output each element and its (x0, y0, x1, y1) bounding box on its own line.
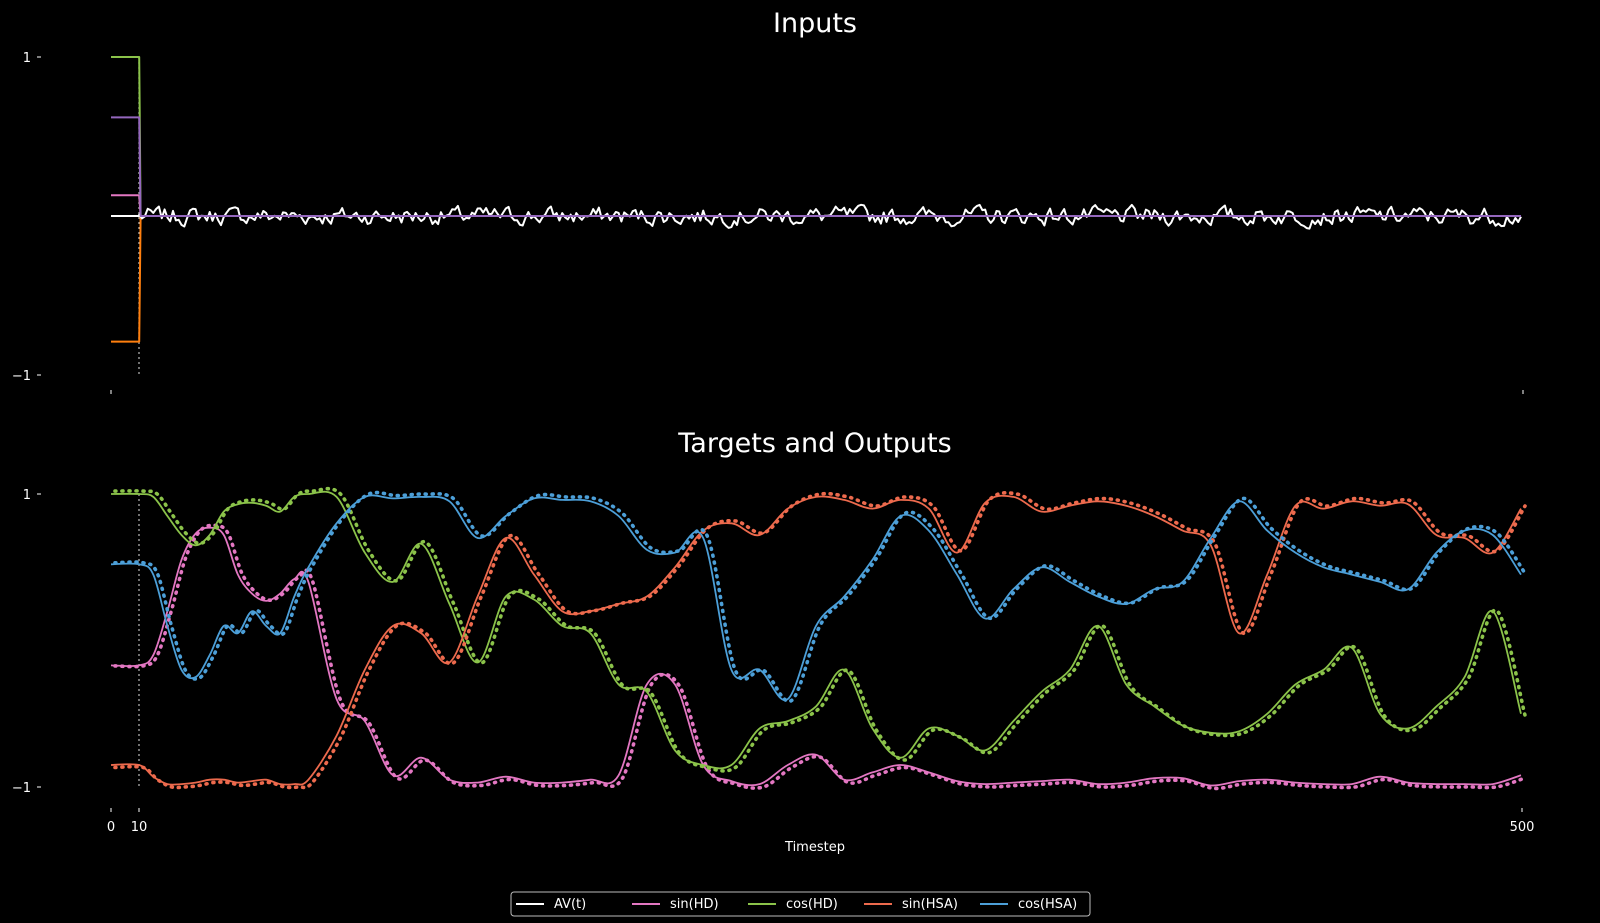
targets-xtick-label-10: 10 (131, 820, 148, 835)
legend-item: cos(HD) (748, 897, 838, 912)
legend-label: sin(HSA) (902, 897, 958, 912)
targets-xtick-label-500: 500 (1510, 820, 1535, 835)
inputs-panel: Inputs 1 −1 (12, 8, 1524, 394)
targets-title: Targets and Outputs (677, 428, 951, 459)
legend-item: cos(HSA) (980, 897, 1077, 912)
inputs-line-cos_hsa (111, 116, 1521, 217)
legend-label: AV(t) (554, 897, 586, 912)
inputs-ytick-label-1: 1 (23, 51, 31, 66)
legend: AV(t) sin(HD) cos(HD) sin(HSA) cos(HSA) (510, 891, 1091, 917)
targets-xtick-label-0: 0 (107, 820, 115, 835)
targets-xlabel: Timestep (784, 840, 845, 855)
output-line-sin_hd (113, 523, 1527, 791)
legend-item: sin(HSA) (864, 897, 958, 912)
legend-label: sin(HD) (670, 897, 719, 912)
output-line-cos_hsa (113, 490, 1527, 704)
inputs-y-axis: 1 −1 (12, 51, 1524, 394)
target-line-sin_hsa (110, 494, 1522, 786)
inputs-title: Inputs (773, 8, 857, 39)
targets-series-group (110, 486, 1527, 791)
targets-outputs-panel: Targets and Outputs 1 −1 0 10 500 Timest… (12, 428, 1535, 855)
target-line-cos_hsa (110, 494, 1522, 702)
target-line-cos_hd (110, 490, 1522, 770)
output-line-sin_hsa (113, 491, 1527, 790)
legend-label: cos(HSA) (1018, 897, 1077, 912)
legend-item: AV(t) (516, 897, 586, 912)
output-line-cos_hd (113, 486, 1527, 773)
legend-item: sin(HD) (632, 897, 719, 912)
inputs-ytick-label-neg1: −1 (12, 369, 31, 384)
inputs-line-cos_hd (111, 56, 1521, 217)
legend-frame (510, 891, 1091, 917)
targets-ytick-label-1: 1 (23, 488, 31, 503)
inputs-series-group (111, 56, 1522, 343)
targets-ytick-label-neg1: −1 (12, 781, 31, 796)
targets-y-axis: 1 −1 (12, 488, 41, 796)
inputs-line-sin_hd (111, 194, 1521, 217)
target-line-sin_hd (110, 526, 1522, 787)
targets-x-axis: 0 10 500 Timestep (107, 808, 1535, 855)
legend-label: cos(HD) (786, 897, 838, 912)
inputs-line-sin_hsa (111, 215, 1521, 343)
